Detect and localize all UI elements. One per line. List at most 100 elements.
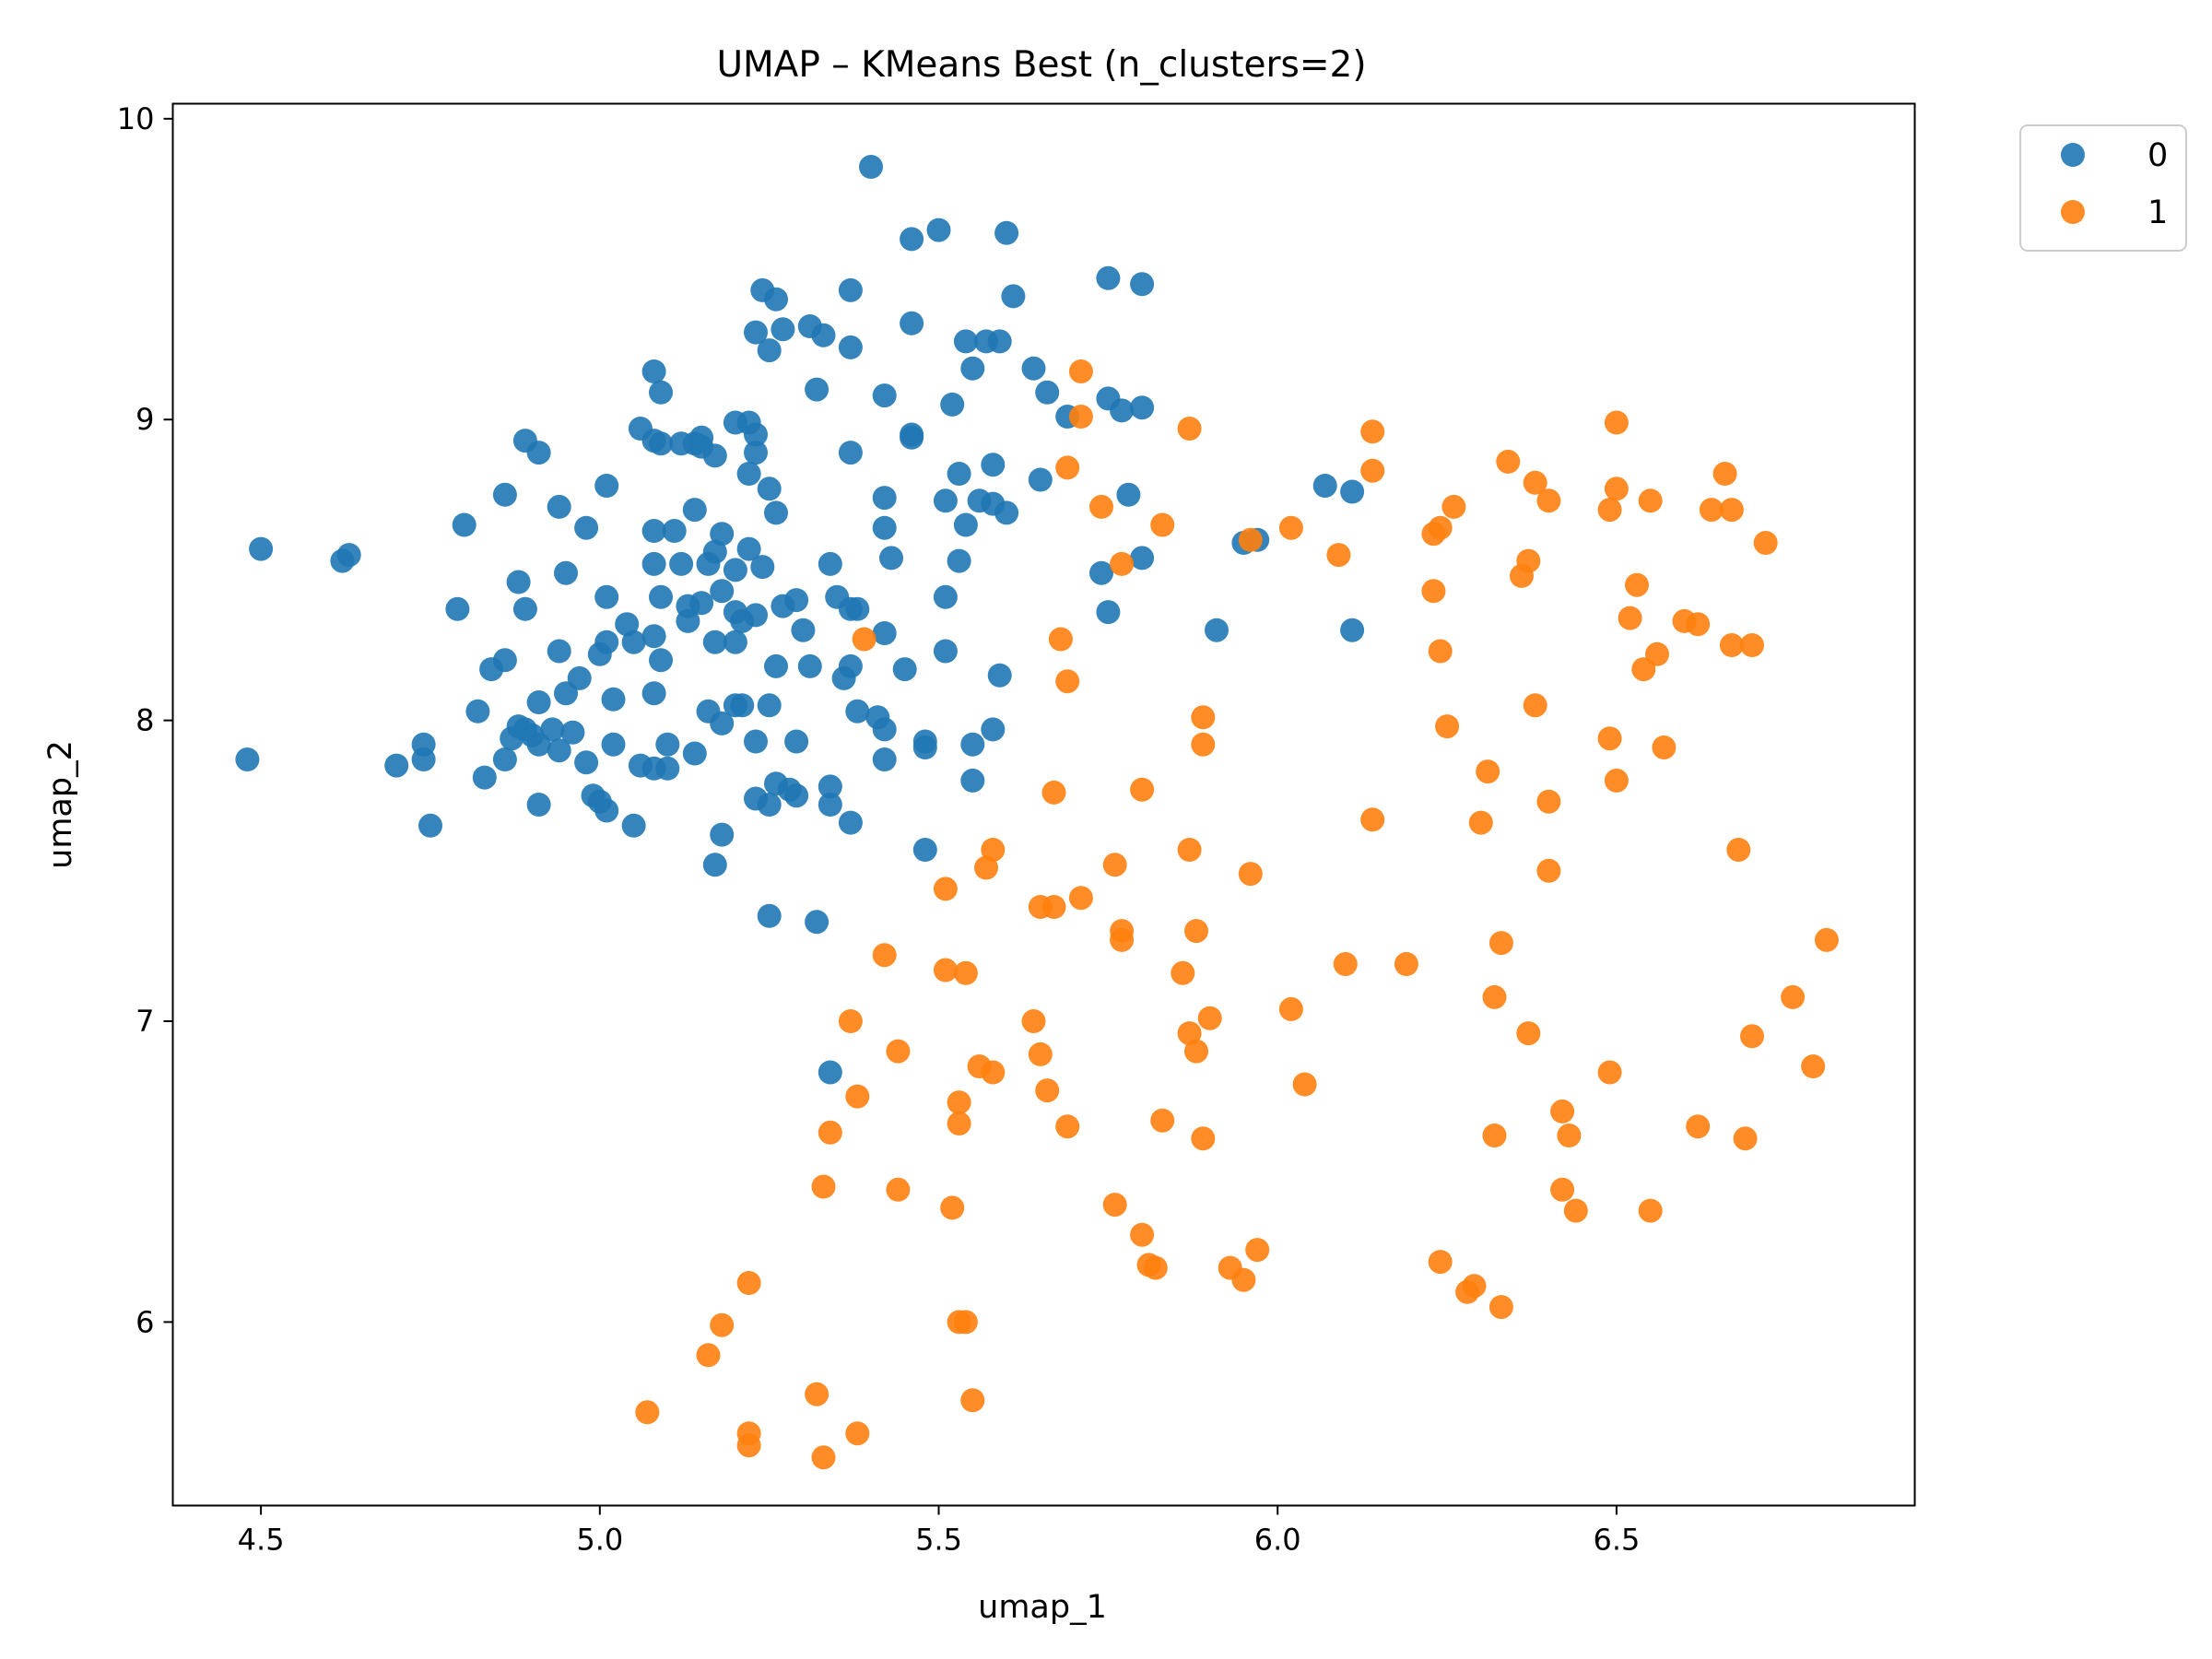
point-series-1-27 xyxy=(1510,563,1534,588)
point-series-0-65 xyxy=(994,500,1019,525)
point-series-0-134 xyxy=(554,681,578,706)
point-series-1-44 xyxy=(1597,726,1622,751)
point-series-1-3 xyxy=(1177,417,1202,441)
point-series-0-169 xyxy=(872,747,897,771)
point-series-0-157 xyxy=(784,729,809,754)
point-series-1-62 xyxy=(1068,886,1093,911)
point-series-1-47 xyxy=(1476,759,1500,784)
point-series-0-103 xyxy=(845,596,870,621)
point-series-0-130 xyxy=(892,657,917,682)
point-series-0-72 xyxy=(662,519,687,543)
point-series-1-85 xyxy=(886,1039,911,1064)
point-series-0-4 xyxy=(1096,265,1121,290)
point-series-1-42 xyxy=(1191,705,1216,730)
point-series-1-91 xyxy=(1801,1054,1826,1078)
point-series-0-143 xyxy=(845,699,870,724)
legend-label-series-1: 1 xyxy=(2147,194,2168,231)
point-series-1-46 xyxy=(1652,735,1677,759)
point-series-1-112 xyxy=(1638,1198,1663,1223)
point-series-1-107 xyxy=(886,1177,911,1202)
point-series-0-81 xyxy=(879,546,903,571)
point-series-0-0 xyxy=(859,155,883,179)
point-series-1-2 xyxy=(1604,410,1629,435)
point-series-0-5 xyxy=(1130,272,1155,297)
point-series-1-86 xyxy=(1184,1039,1208,1064)
point-series-1-126 xyxy=(710,1312,735,1337)
point-series-0-112 xyxy=(791,618,816,642)
y-tick-label: 10 xyxy=(117,101,155,136)
point-series-0-47 xyxy=(526,441,551,465)
point-series-1-74 xyxy=(953,960,978,985)
point-series-1-122 xyxy=(1455,1279,1480,1304)
point-series-0-23 xyxy=(805,377,830,402)
point-series-0-162 xyxy=(601,732,626,757)
point-series-1-50 xyxy=(1130,777,1155,802)
point-series-1-79 xyxy=(1197,1006,1222,1030)
point-series-1-21 xyxy=(1421,522,1446,547)
point-series-1-110 xyxy=(1102,1193,1127,1218)
point-series-1-48 xyxy=(1604,768,1629,793)
point-series-0-3 xyxy=(994,220,1019,245)
point-series-1-39 xyxy=(1631,657,1656,682)
point-series-0-70 xyxy=(953,512,978,537)
point-series-1-75 xyxy=(1171,960,1195,985)
point-series-0-95 xyxy=(710,579,735,604)
point-series-1-83 xyxy=(1516,1021,1541,1046)
point-series-0-116 xyxy=(641,624,666,649)
point-series-1-30 xyxy=(1618,606,1642,630)
point-series-0-177 xyxy=(818,774,842,799)
point-series-0-160 xyxy=(960,732,985,757)
point-series-0-60 xyxy=(933,488,958,513)
point-series-1-24 xyxy=(1326,543,1351,568)
point-series-0-166 xyxy=(411,747,436,771)
point-series-0-164 xyxy=(682,741,707,766)
point-series-0-69 xyxy=(872,515,897,540)
point-series-0-79 xyxy=(736,536,761,561)
point-series-1-36 xyxy=(1740,633,1764,657)
point-series-0-186 xyxy=(594,798,619,823)
point-series-0-187 xyxy=(838,810,863,835)
point-series-0-68 xyxy=(574,515,599,540)
point-series-0-145 xyxy=(710,711,735,735)
point-series-0-76 xyxy=(249,536,274,561)
point-series-0-195 xyxy=(818,1060,842,1085)
point-series-0-19 xyxy=(757,338,782,363)
point-series-1-28 xyxy=(1625,572,1649,597)
point-series-0-24 xyxy=(649,380,673,405)
point-series-1-101 xyxy=(818,1120,842,1145)
point-series-0-174 xyxy=(472,765,497,790)
point-series-1-109 xyxy=(940,1195,965,1220)
legend-label-series-0: 0 xyxy=(2147,137,2168,174)
point-series-1-51 xyxy=(1536,789,1561,814)
point-series-1-70 xyxy=(872,943,897,968)
point-series-1-123 xyxy=(1488,1295,1513,1320)
point-series-0-98 xyxy=(933,584,958,609)
point-series-1-130 xyxy=(635,1400,660,1425)
point-series-1-115 xyxy=(1428,1250,1453,1275)
point-series-0-105 xyxy=(445,596,470,621)
point-series-0-188 xyxy=(418,813,442,838)
point-series-0-104 xyxy=(512,596,537,621)
point-series-1-55 xyxy=(1177,838,1202,862)
point-series-1-6 xyxy=(1055,455,1080,480)
point-series-1-4 xyxy=(1360,419,1385,444)
point-series-0-122 xyxy=(587,641,612,666)
point-series-0-194 xyxy=(805,910,830,935)
point-series-0-67 xyxy=(452,512,477,537)
point-series-1-97 xyxy=(1150,1108,1175,1133)
point-series-1-77 xyxy=(1482,984,1507,1009)
y-axis-ticks: 6 7 8 9 10 xyxy=(117,101,173,1339)
point-series-0-7 xyxy=(838,277,863,302)
point-series-0-120 xyxy=(723,629,747,654)
x-tick-label: 4.5 xyxy=(238,1523,285,1558)
point-series-0-64 xyxy=(682,498,707,523)
point-series-1-117 xyxy=(1143,1255,1168,1280)
point-series-0-52 xyxy=(1028,467,1053,492)
point-series-0-59 xyxy=(872,486,897,511)
point-series-0-15 xyxy=(953,329,978,354)
y-tick-label: 7 xyxy=(135,1004,154,1039)
point-series-1-96 xyxy=(1550,1099,1575,1124)
point-series-1-128 xyxy=(805,1382,830,1406)
point-series-1-90 xyxy=(1597,1060,1622,1085)
